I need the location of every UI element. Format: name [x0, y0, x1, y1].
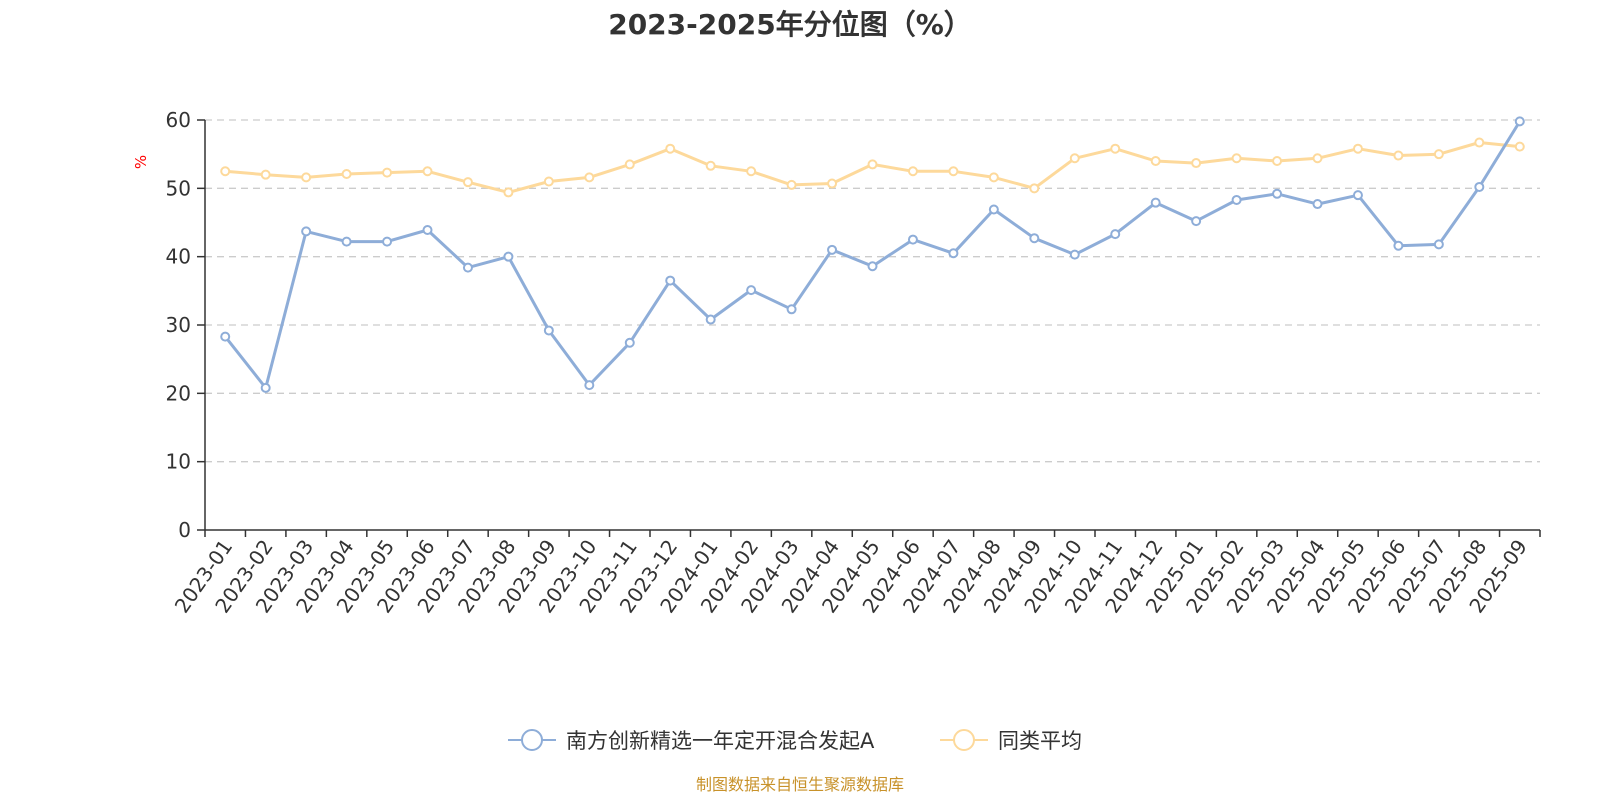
series-1-point	[301, 172, 312, 183]
series-0-point	[1393, 240, 1404, 251]
series-1-point	[1191, 158, 1202, 169]
series-0-point	[1069, 249, 1080, 260]
series-1-point	[746, 166, 757, 177]
series-1-point	[584, 172, 595, 183]
y-tick-label: 0	[178, 518, 191, 542]
legend-marker-0[interactable]	[521, 729, 543, 751]
series-1-point	[1393, 150, 1404, 161]
legend-marker-1[interactable]	[953, 729, 975, 751]
series-0-point	[1231, 194, 1242, 205]
series-lines	[220, 116, 1525, 393]
series-0-point	[624, 337, 635, 348]
series-1-point	[948, 166, 959, 177]
axes	[197, 119, 1541, 537]
series-1-point	[1231, 153, 1242, 164]
series-1-point	[1312, 153, 1323, 164]
y-axis-label: %	[132, 155, 150, 169]
legend-label-1[interactable]: 同类平均	[998, 729, 1082, 753]
series-0-point	[786, 304, 797, 315]
series-0-point	[948, 248, 959, 259]
series-0-point	[1352, 190, 1363, 201]
series-1-point	[1433, 149, 1444, 160]
series-0-point	[584, 380, 595, 391]
series-1-point	[827, 178, 838, 189]
series-0-point	[382, 236, 393, 247]
series-0-point	[543, 325, 554, 336]
series-1-point	[1474, 137, 1485, 148]
y-tick-label: 40	[166, 245, 191, 269]
series-0-point	[1150, 197, 1161, 208]
legend-label-0[interactable]: 南方创新精选一年定开混合发起A	[566, 729, 875, 753]
series-1-point	[1352, 143, 1363, 154]
series-1-point	[422, 166, 433, 177]
grid-lines	[205, 119, 1540, 463]
series-1-point	[907, 166, 918, 177]
series-0-point	[341, 236, 352, 247]
series-0-point	[867, 261, 878, 272]
series-0-point	[503, 251, 514, 262]
series-1-point	[1514, 141, 1525, 152]
y-tick-label: 50	[166, 176, 191, 200]
series-0-point	[1191, 216, 1202, 227]
series-0-point	[1514, 116, 1525, 127]
series-1-point	[624, 159, 635, 170]
series-0-point	[665, 275, 676, 286]
series-0-point	[1029, 233, 1040, 244]
series-1-point	[1150, 156, 1161, 166]
series-0-point	[827, 244, 838, 255]
series-0-point	[988, 204, 999, 215]
series-1-point	[462, 177, 473, 188]
series-0-point	[705, 314, 716, 325]
series-1-point	[1110, 143, 1121, 154]
series-1-point	[1029, 183, 1040, 194]
y-tick-label: 30	[166, 313, 191, 337]
series-0-point	[1110, 229, 1121, 240]
series-0-point	[462, 262, 473, 273]
series-0-point	[1272, 188, 1283, 199]
series-0-point	[422, 225, 433, 236]
series-1-point	[382, 167, 393, 178]
series-0-point	[260, 382, 271, 393]
series-1-point	[341, 168, 352, 179]
series-0-point	[1474, 181, 1485, 192]
series-0-point	[301, 226, 312, 237]
series-1-point	[988, 172, 999, 183]
series-1-point	[867, 159, 878, 170]
chart-title: 2023-2025年分位图（%）	[608, 8, 972, 41]
series-1-point	[705, 160, 716, 171]
series-1-point	[543, 176, 554, 187]
series-0-point	[220, 331, 231, 342]
series-0-point	[1433, 239, 1444, 250]
y-tick-label: 10	[166, 450, 191, 474]
legend: 南方创新精选一年定开混合发起A 同类平均	[508, 729, 1082, 753]
series-1-point	[665, 143, 676, 154]
series-1-point	[220, 166, 231, 177]
series-1-point	[1069, 153, 1080, 164]
series-0-point	[746, 285, 757, 296]
series-0-point	[1312, 199, 1323, 210]
y-tick-label: 20	[166, 381, 191, 405]
series-1-point	[503, 187, 514, 198]
series-0-point	[907, 234, 918, 245]
series-1-point	[260, 169, 271, 180]
y-tick-label: 60	[166, 108, 191, 132]
y-tick-labels: 0 10 20 30 40 50 60	[166, 108, 191, 542]
series-1-point	[786, 179, 797, 190]
source-note: 制图数据来自恒生聚源数据库	[696, 775, 904, 794]
series-1-point	[1272, 156, 1283, 166]
x-tick-labels: 2023-012023-022023-032023-042023-052023-…	[170, 535, 1532, 617]
